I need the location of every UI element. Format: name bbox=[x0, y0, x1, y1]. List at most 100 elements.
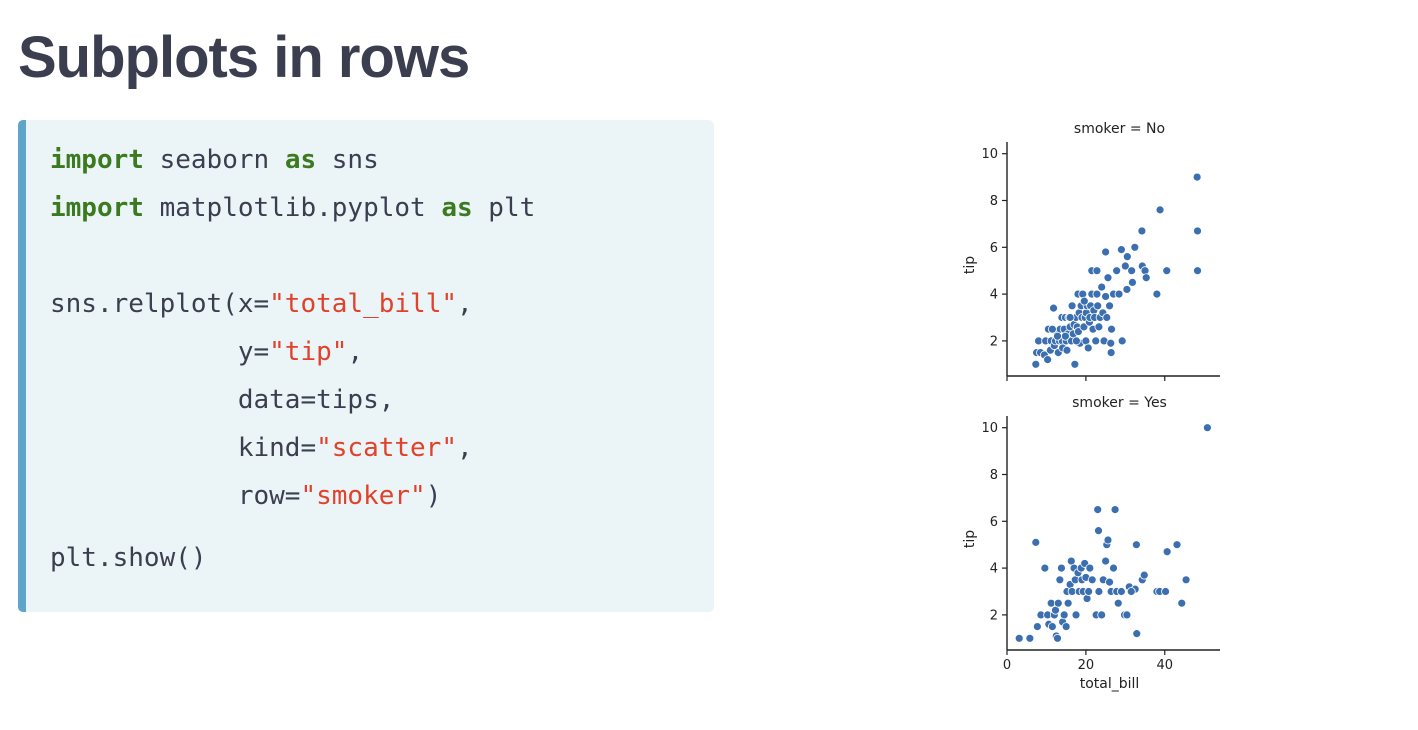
code-keyword: import bbox=[50, 145, 144, 175]
data-point bbox=[1122, 610, 1132, 620]
data-point bbox=[1047, 324, 1057, 334]
code-token: matplotlib.pyplot bbox=[143, 193, 442, 223]
code-block: import seaborn as sns import matplotlib.p… bbox=[18, 120, 714, 612]
data-point bbox=[1127, 266, 1137, 276]
data-point bbox=[1092, 266, 1102, 276]
data-point bbox=[1059, 610, 1069, 620]
data-point bbox=[1172, 540, 1182, 550]
code-keyword: as bbox=[284, 145, 317, 175]
x-tick-label: 20 bbox=[1078, 658, 1095, 673]
data-point bbox=[1102, 313, 1112, 322]
x-tick-label: 0 bbox=[1003, 658, 1011, 673]
data-point bbox=[1177, 598, 1187, 608]
code-token: sns.relplot(x= bbox=[50, 289, 270, 319]
data-point bbox=[1031, 359, 1041, 369]
code-line: import matplotlib.pyplot as plt bbox=[50, 191, 535, 225]
data-point bbox=[1053, 331, 1062, 341]
y-tick-label: 8 bbox=[990, 468, 998, 483]
data-point bbox=[1093, 301, 1103, 311]
y-tick-label: 10 bbox=[981, 147, 998, 162]
data-point bbox=[1202, 423, 1212, 433]
data-point bbox=[1162, 266, 1172, 276]
data-point bbox=[1101, 292, 1111, 301]
y-tick-label: 8 bbox=[990, 194, 998, 209]
y-tick-label: 10 bbox=[981, 421, 998, 436]
data-point bbox=[1114, 289, 1124, 299]
code-string: "scatter" bbox=[316, 433, 457, 463]
code-line: sns.relplot(x="total_bill", bbox=[50, 287, 473, 321]
data-point bbox=[1085, 563, 1095, 573]
data-point bbox=[1181, 575, 1191, 585]
data-point bbox=[1087, 575, 1097, 585]
code-token: kind= bbox=[50, 433, 317, 463]
data-point bbox=[1053, 633, 1062, 643]
data-point bbox=[1132, 629, 1142, 639]
data-point bbox=[1079, 296, 1089, 306]
data-point bbox=[1152, 289, 1162, 299]
y-tick-label: 2 bbox=[990, 608, 998, 623]
data-point bbox=[1097, 282, 1107, 292]
data-point bbox=[1117, 336, 1127, 346]
data-point bbox=[1067, 301, 1077, 311]
code-line: data=tips, bbox=[50, 383, 395, 417]
code-string: "total_bill" bbox=[269, 289, 457, 319]
data-point bbox=[1043, 355, 1053, 365]
data-point bbox=[1061, 622, 1071, 631]
code-token: plt.show() bbox=[50, 543, 207, 573]
data-point bbox=[1192, 172, 1202, 182]
data-point bbox=[1126, 587, 1136, 596]
data-point bbox=[1103, 535, 1113, 545]
data-point bbox=[1139, 570, 1149, 580]
code-string: "smoker" bbox=[300, 481, 426, 511]
y-tick-label: 6 bbox=[990, 241, 998, 256]
data-point bbox=[1103, 273, 1113, 283]
data-point bbox=[1092, 289, 1102, 299]
data-point bbox=[1060, 331, 1070, 341]
x-tick-label: 40 bbox=[1157, 658, 1174, 673]
data-point bbox=[1053, 598, 1063, 608]
code-line: y="tip", bbox=[50, 335, 363, 369]
code-token: row= bbox=[50, 481, 301, 511]
data-point bbox=[1137, 226, 1147, 236]
data-point bbox=[1193, 266, 1202, 276]
data-point bbox=[1091, 336, 1101, 346]
data-point bbox=[1032, 622, 1042, 631]
data-point bbox=[1105, 577, 1114, 587]
data-point bbox=[1047, 622, 1057, 631]
data-point bbox=[1109, 563, 1118, 573]
code-string: "tip" bbox=[269, 337, 348, 367]
data-point bbox=[1120, 261, 1130, 271]
slide-title: Subplots in rows bbox=[18, 25, 470, 90]
data-point bbox=[1072, 336, 1081, 346]
data-point bbox=[1031, 537, 1041, 547]
code-token: seaborn bbox=[143, 145, 285, 175]
y-tick-label: 2 bbox=[990, 334, 998, 349]
code-token: ) bbox=[425, 481, 442, 511]
data-point bbox=[1106, 338, 1116, 348]
data-point bbox=[1084, 587, 1094, 596]
code-line: kind="scatter", bbox=[50, 431, 473, 465]
data-point bbox=[1155, 205, 1165, 215]
code-token: data=tips, bbox=[50, 385, 395, 415]
facet-scatter-chart: smoker = No 2 4 6 8 10 tip smoker = Yes 2 4 6 8 10 0 2… bbox=[962, 121, 1220, 692]
y-tick-label: 6 bbox=[990, 515, 998, 530]
data-point bbox=[1105, 301, 1114, 311]
data-point bbox=[1112, 266, 1122, 276]
data-point bbox=[1128, 277, 1137, 287]
code-token: , bbox=[457, 433, 473, 463]
data-point bbox=[1162, 547, 1172, 557]
data-point bbox=[1113, 598, 1123, 608]
code-token: y= bbox=[50, 337, 270, 367]
data-point bbox=[1093, 505, 1103, 515]
data-point bbox=[1122, 285, 1132, 294]
code-keyword: import bbox=[50, 193, 144, 223]
data-point bbox=[1097, 610, 1107, 620]
data-point bbox=[1193, 226, 1202, 236]
data-point bbox=[1130, 242, 1140, 252]
data-point bbox=[1107, 324, 1116, 334]
code-token: , bbox=[457, 289, 473, 319]
data-point bbox=[1094, 526, 1103, 536]
data-point bbox=[1057, 563, 1066, 573]
data-point bbox=[1110, 505, 1120, 515]
code-token: sns bbox=[316, 145, 379, 175]
